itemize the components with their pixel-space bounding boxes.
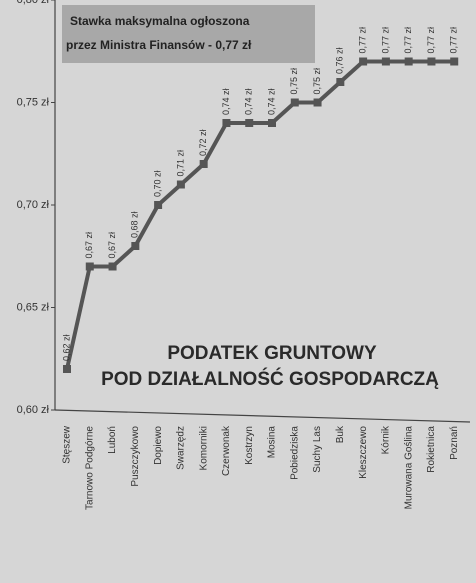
point <box>290 98 299 107</box>
x-tick-label: Poznań <box>449 426 460 460</box>
value-label: 0,77 zł <box>357 27 367 54</box>
x-tick-label: Czerwonak <box>221 425 232 476</box>
point <box>427 57 436 66</box>
value-label: 0,77 zł <box>380 27 390 54</box>
x-tick-label: Komorniki <box>198 426 209 470</box>
point <box>381 57 390 66</box>
point <box>131 242 140 250</box>
point <box>268 119 276 127</box>
point <box>154 201 163 209</box>
point <box>176 180 185 189</box>
value-label: 0,77 zł <box>426 27 436 54</box>
value-label: 0,75 zł <box>289 68 299 95</box>
x-axis <box>54 409 471 423</box>
x-tick-label: Stęszew <box>62 425 73 464</box>
annotation: Stawka maksymalna ogłoszona <box>70 14 250 28</box>
annotation-box <box>62 5 315 63</box>
value-label: 0,67 zł <box>84 232 94 259</box>
x-tick-label: Dopiewo <box>153 426 164 465</box>
point <box>404 57 413 66</box>
value-label: 0,75 zł <box>312 68 322 95</box>
value-label: 0,67 zł <box>107 232 117 259</box>
value-label: 0,68 zł <box>130 211 140 238</box>
value-label: 0,71 zł <box>175 150 185 177</box>
x-tick-label: Tarnowo Podgórne <box>84 426 95 510</box>
value-label: 0,62 zł <box>61 334 71 361</box>
x-tick-label: Pobiedziska <box>289 426 300 480</box>
point <box>245 119 254 127</box>
x-tick-label: Puszczykowo <box>130 426 141 487</box>
x-tick-label: Buk <box>335 425 346 443</box>
annotation: przez Ministra Finansów - 0,77 zł <box>66 38 252 52</box>
chart-title: PODATEK GRUNTOWY <box>167 343 377 364</box>
x-tick-label: Suchy Las <box>312 426 323 473</box>
point <box>85 262 94 271</box>
x-tick-label: Murowana Goślina <box>403 426 414 510</box>
y-tick-label: 0,80 zł <box>17 0 50 6</box>
y-tick-label: 0,70 zł <box>17 199 50 211</box>
y-tick-label: 0,60 zł <box>17 404 50 416</box>
value-label: 0,76 zł <box>335 47 345 74</box>
value-label: 0,70 zł <box>152 170 162 197</box>
point <box>108 262 117 271</box>
point <box>222 119 231 127</box>
x-tick-label: Kostrzyn <box>244 426 255 465</box>
x-tick-label: Kórnik <box>381 425 392 454</box>
chart-title: POD DZIAŁALNOŚĆ GOSPODARCZĄ <box>101 368 439 390</box>
x-tick-label: Swarzędz <box>176 426 187 470</box>
x-tick-label: Mosina <box>267 426 278 459</box>
x-tick-label: Kleszczewo <box>358 426 369 479</box>
value-label: 0,74 zł <box>221 88 231 115</box>
value-label: 0,77 zł <box>403 27 413 54</box>
point <box>199 160 208 168</box>
value-label: 0,72 zł <box>198 129 208 156</box>
y-tick-label: 0,65 zł <box>17 301 50 313</box>
y-tick-label: 0,75 zł <box>17 96 50 108</box>
value-label: 0,74 zł <box>266 88 276 115</box>
point <box>313 98 322 107</box>
value-label: 0,77 zł <box>449 27 459 54</box>
value-label: 0,74 zł <box>244 88 254 115</box>
point <box>450 57 459 66</box>
point <box>359 57 368 66</box>
x-tick-label: Rokietnica <box>426 426 437 473</box>
point <box>63 365 71 373</box>
point <box>336 78 345 86</box>
x-tick-label: Luboń <box>107 426 118 454</box>
